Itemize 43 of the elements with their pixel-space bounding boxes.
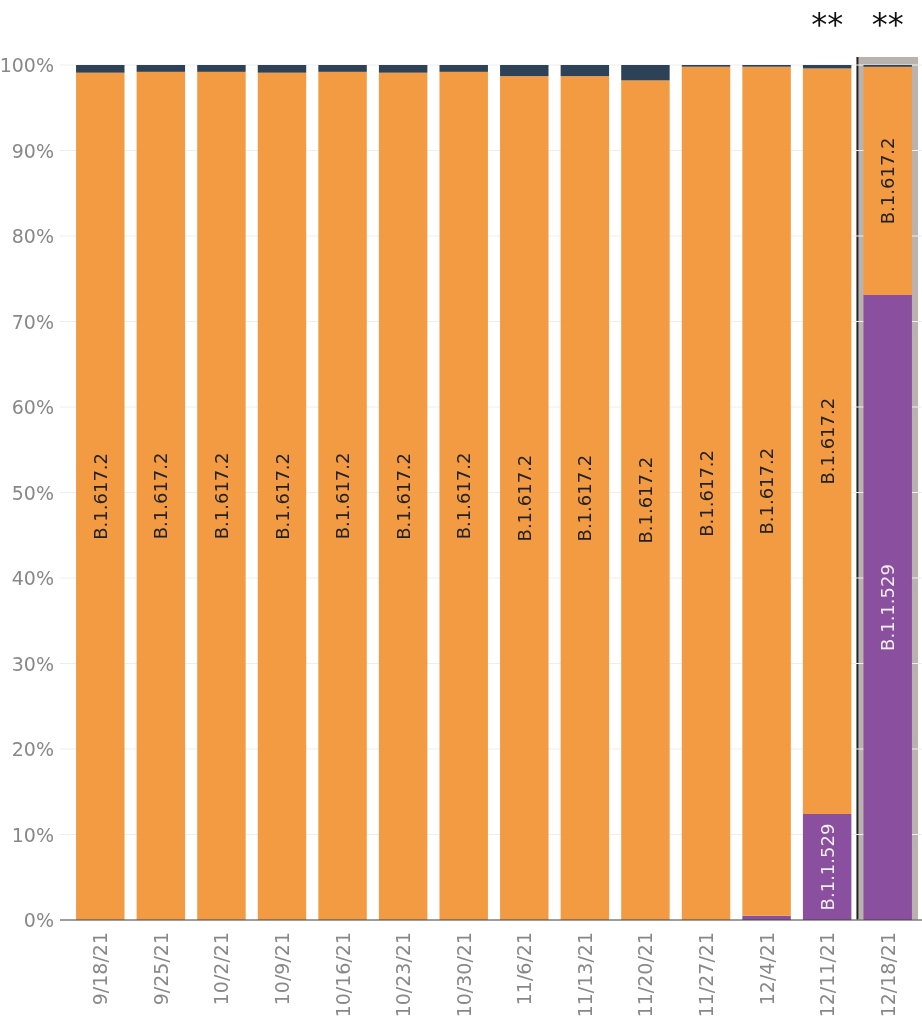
y-tick-label: 90%: [11, 139, 54, 162]
y-tick-label: 0%: [23, 909, 54, 931]
text: B.1.617.2: [634, 456, 656, 544]
y-tick-label: 20%: [11, 738, 54, 760]
text: B.1.617.2: [877, 137, 899, 225]
x-tick-label: 11/20/21: [634, 932, 657, 1018]
x-tick-label: 11/13/21: [573, 932, 596, 1018]
text: B.1.617.2: [271, 452, 293, 540]
text: B.1.617.2: [574, 454, 596, 542]
x-tick-label: 9/25/21: [149, 932, 172, 1006]
text: B.1.617.2: [89, 452, 111, 540]
x-tick-label: 11/27/21: [695, 932, 717, 1018]
y-tick-label: 70%: [11, 310, 54, 333]
series-label: B.1.617.2: [453, 452, 475, 540]
text: B.1.617.2: [816, 397, 838, 485]
y-tick-label: 100%: [0, 54, 54, 76]
series-label: B.1.1.529: [816, 823, 838, 911]
y-tick-label: 30%: [11, 652, 54, 675]
text: B.1.617.2: [332, 452, 354, 540]
text: B.1.617.2: [392, 452, 414, 540]
text: B.1.617.2: [513, 454, 535, 542]
text: B.1.1.529: [877, 564, 899, 651]
y-tick-label: 60%: [11, 396, 54, 418]
text: B.1.617.2: [695, 449, 717, 537]
x-tick-label: 10/23/21: [392, 932, 415, 1018]
text: B.1.617.2: [210, 452, 232, 540]
text: B.1.617.2: [150, 452, 172, 540]
x-tick-label: 12/4/21: [755, 932, 778, 1006]
text: B.1.617.2: [756, 447, 778, 535]
x-tick-label: 9/18/21: [89, 932, 112, 1006]
y-tick-label: 10%: [11, 823, 54, 846]
x-tick-label: 10/16/21: [331, 932, 354, 1018]
text: **: [871, 5, 904, 43]
x-tick-label: 12/11/21: [816, 932, 839, 1018]
y-tick-label: 80%: [11, 225, 54, 247]
x-tick-label: 10/30/21: [452, 932, 475, 1018]
x-tick-label: 11/6/21: [513, 932, 536, 1006]
y-tick-label: 50%: [11, 481, 54, 504]
x-tick-label: 10/2/21: [210, 932, 233, 1006]
y-tick-label: 40%: [11, 567, 54, 589]
x-tick-label: 10/9/21: [271, 932, 293, 1006]
text: **: [811, 5, 844, 43]
x-tick-label: 12/18/21: [876, 932, 899, 1018]
